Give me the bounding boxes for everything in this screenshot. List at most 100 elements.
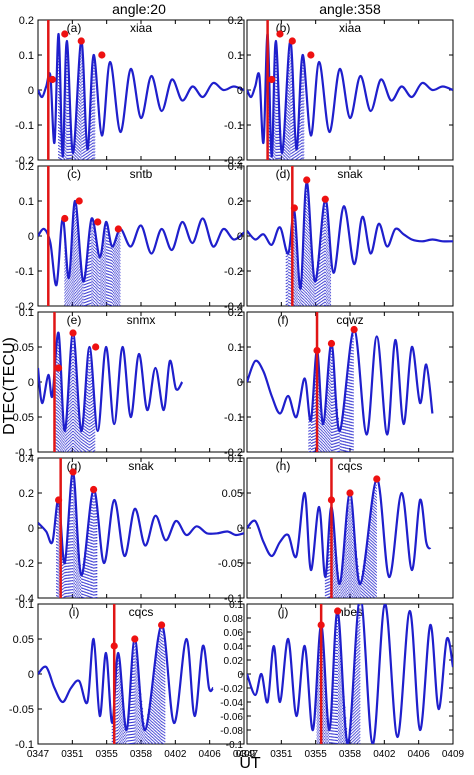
peak-marker xyxy=(61,214,69,223)
plot-area xyxy=(38,20,244,160)
axes-frame xyxy=(37,603,245,745)
plot-area xyxy=(38,458,244,598)
dtec-curve xyxy=(247,604,453,744)
y-tick-label: -0.4 xyxy=(224,301,243,313)
station-name: xiaa xyxy=(339,21,361,35)
y-tick-label: 0.2 xyxy=(19,15,34,27)
y-tick-label: -0.1 xyxy=(15,266,34,278)
x-tick-label: 0355 xyxy=(305,749,328,760)
panel-label: (d) xyxy=(276,167,291,181)
peak-marker xyxy=(334,607,342,615)
peak-marker xyxy=(317,621,325,629)
y-tick-label: 0.1 xyxy=(19,50,34,62)
panel-e: -0.1 -0.05 0 0.05 0.1 (e) snmx xyxy=(9,307,245,459)
panel-label: (j) xyxy=(278,605,289,619)
y-tick-label: -0.05 xyxy=(218,558,243,570)
y-tick-label: 0 xyxy=(237,85,243,97)
y-tick-label: 0.2 xyxy=(228,15,243,27)
peak-marker xyxy=(350,325,358,334)
y-tick-label: 0 xyxy=(237,523,243,535)
x-tick-label: 0351 xyxy=(270,749,293,760)
peak-marker xyxy=(276,30,284,38)
y-tick-label: 0 xyxy=(28,669,34,681)
column-title-left: angle:20 xyxy=(112,1,166,17)
peak-marker xyxy=(307,51,315,59)
y-tick-label: -0.2 xyxy=(15,301,34,313)
x-tick-label: 0347 xyxy=(27,749,50,760)
y-tick-label: 0.4 xyxy=(19,453,34,465)
peak-marker xyxy=(69,468,77,476)
y-tick-label: 0.1 xyxy=(229,600,243,611)
x-axis-label: UT xyxy=(239,755,261,772)
y-tick-label: 0.1 xyxy=(19,599,34,611)
panel-i: -0.1 -0.05 0 0.05 0.1 0347 0351 0355 0358 0402 040… xyxy=(9,599,256,760)
y-tick-label: -0.1 xyxy=(15,447,34,459)
y-tick-label: 0 xyxy=(237,377,243,389)
y-tick-label: -0.2 xyxy=(224,266,243,278)
panel-label: (c) xyxy=(67,167,81,181)
y-tick-label: -0.2 xyxy=(15,155,34,167)
panel-grid: -0.2-0.100.10.2 (a) xiaa-0.2-0.100.10.2 (b)… xyxy=(9,15,465,760)
y-tick-label: 0.05 xyxy=(13,634,34,646)
peak-marker xyxy=(373,475,381,483)
x-tick-label: 0406 xyxy=(199,749,222,760)
axes-frame xyxy=(37,19,245,161)
panel-f: -0.2 -0.1 0 0.1 0.2 (f) cqwz xyxy=(224,307,454,459)
y-tick-label: -0.04 xyxy=(220,698,243,709)
panel-c: -0.2 -0.1 0 0.1 0.2 (c) sntb xyxy=(15,161,245,313)
peak-marker xyxy=(75,197,83,205)
y-tick-label: 0.4 xyxy=(228,161,243,173)
station-name: xiaa xyxy=(130,21,152,35)
y-tick-label: -0.1 xyxy=(224,412,243,424)
y-tick-label: 0.2 xyxy=(19,161,34,173)
y-tick-label: 0 xyxy=(28,523,34,535)
x-tick-label: 0409 xyxy=(233,749,256,760)
station-name: snak xyxy=(337,167,363,181)
peak-marker xyxy=(55,364,63,372)
y-tick-label: 0.05 xyxy=(13,342,34,354)
peak-marker xyxy=(69,329,77,337)
y-tick-label: 0.2 xyxy=(228,196,243,208)
dtec-curve xyxy=(38,32,244,158)
panel-h: -0.1 -0.05 0 0.05 0.1 (h) cqcs xyxy=(218,453,454,605)
y-tick-label: 0.05 xyxy=(222,488,243,500)
panel-j: -0.1 -0.08 -0.06 -0.04 -0.02 0 0.02 0.04 0.06 0.0… xyxy=(220,600,464,760)
y-tick-label: -0.1 xyxy=(15,739,34,751)
station-name: sntb xyxy=(130,167,153,181)
y-tick-label: 0.1 xyxy=(19,196,34,208)
y-tick-label: -0.4 xyxy=(15,593,34,605)
y-tick-label: -0.1 xyxy=(226,740,244,751)
y-tick-label: -0.2 xyxy=(224,155,243,167)
y-tick-label: 0.2 xyxy=(19,488,34,500)
y-tick-label: -0.08 xyxy=(220,726,243,737)
y-tick-label: -0.05 xyxy=(9,704,34,716)
y-tick-label: -0.1 xyxy=(15,120,34,132)
y-axis-label: DTEC(TECU) xyxy=(1,337,18,435)
y-tick-label: -0.05 xyxy=(9,412,34,424)
dtec-curve xyxy=(38,623,215,732)
y-tick-label: 0 xyxy=(28,377,34,389)
station-name: cqcs xyxy=(129,605,154,619)
y-tick-label: -0.06 xyxy=(220,712,243,723)
peak-marker xyxy=(92,343,100,351)
station-name: snak xyxy=(128,459,154,473)
y-tick-label: -0.1 xyxy=(224,120,243,132)
peak-marker xyxy=(61,30,69,38)
peak-marker xyxy=(303,176,311,184)
panel-g: -0.4 -0.2 0 0.2 0.4 (g) snak xyxy=(15,453,245,605)
peak-marker xyxy=(158,621,166,629)
peak-marker xyxy=(55,496,63,504)
x-tick-label: 0351 xyxy=(61,749,84,760)
y-tick-label: 0.06 xyxy=(224,628,244,639)
panel-b: -0.2-0.100.10.2 (b) xiaa xyxy=(224,15,454,167)
y-tick-label: 0.08 xyxy=(224,614,244,625)
panel-label: (g) xyxy=(67,459,82,473)
plot-area xyxy=(247,604,453,744)
y-tick-label: -0.02 xyxy=(220,684,243,695)
dtec-curve xyxy=(247,32,453,158)
panel-label: (h) xyxy=(276,459,291,473)
x-tick-label: 0358 xyxy=(339,749,362,760)
panel-label: (a) xyxy=(67,21,82,35)
peak-marker xyxy=(327,339,336,348)
